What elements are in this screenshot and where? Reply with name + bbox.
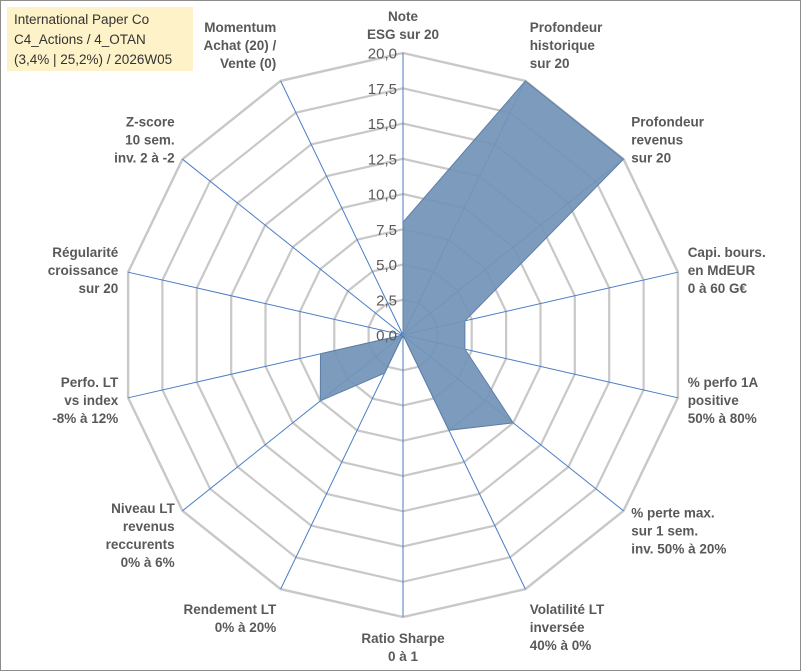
axis-label-line: % perfo 1A <box>688 375 759 390</box>
tick-label: 12,5 <box>368 151 397 168</box>
axis-label-line: positive <box>688 393 740 408</box>
axis-label-line: sur 1 sem. <box>631 524 698 539</box>
axis-label-line: Momentum <box>204 20 276 35</box>
axis-label-line: Ratio Sharpe <box>361 631 445 646</box>
axis-label: Z-score 10 sem. inv. 2 à -2 <box>114 114 175 165</box>
axis-label-line: en MdEUR <box>688 263 756 278</box>
tick-label: 2,5 <box>376 292 397 309</box>
axis-label: Niveau LT revenus reccurents 0% à 6% <box>106 501 176 570</box>
tick-label: 5,0 <box>376 257 397 274</box>
tick-label: 15,0 <box>368 116 397 133</box>
data-point <box>319 353 322 355</box>
data-point <box>464 320 466 322</box>
axis-label: Note ESG sur 20 <box>367 9 439 42</box>
axis-label-line: 10 sem. <box>125 132 175 147</box>
axis-label: % perte max. sur 1 sem. inv. 50% à 20% <box>631 506 726 557</box>
axis-label-line: Vente (0) <box>220 56 276 71</box>
tick-label: 10,0 <box>368 187 397 204</box>
axis-label-line: inv. 2 à -2 <box>114 150 175 165</box>
axis-label: Régularité croissance sur 20 <box>48 245 119 296</box>
axis-label-line: Capi. bours. <box>688 245 766 260</box>
axis-label: Ratio Sharpe 0 à 1 <box>361 631 445 664</box>
data-point <box>383 372 386 374</box>
radar-spoke <box>127 271 404 336</box>
axis-label: % perfo 1A positive 50% à 80% <box>688 375 759 426</box>
axis-label: Rendement LT 0% à 20% <box>184 602 278 635</box>
radar-spoke <box>280 334 404 590</box>
axis-label-line: inversée <box>530 620 585 635</box>
axis-label-line: 0% à 20% <box>215 620 277 635</box>
axis-label-line: Régularité <box>52 245 119 260</box>
axis-label-line: Note <box>388 9 418 24</box>
data-point <box>402 334 404 336</box>
data-point <box>524 80 527 82</box>
data-point <box>512 422 514 424</box>
data-point <box>464 348 466 350</box>
axis-label-line: ESG sur 20 <box>367 27 439 42</box>
axis-label-line: 50% à 80% <box>688 411 757 426</box>
axis-label-line: reccurents <box>106 537 175 552</box>
radar-tick-labels: 0,0 2,5 5,0 7,5 10,0 12,5 15,0 17,5 20,0 <box>368 46 397 345</box>
axis-label-line: croissance <box>48 263 119 278</box>
axis-label: Profondeur historique sur 20 <box>530 20 603 71</box>
data-point <box>448 429 450 432</box>
axis-label-line: 0% à 6% <box>121 555 175 570</box>
radar-series <box>319 80 625 432</box>
axis-label-line: Profondeur <box>530 20 603 35</box>
tick-label: 20,0 <box>368 46 397 63</box>
axis-label: Volatilité LT inversée 40% à 0% <box>530 602 605 653</box>
axis-label-line: 0 à 60 G€ <box>688 281 748 296</box>
axis-label-line: Volatilité LT <box>530 602 605 617</box>
series-area <box>319 80 625 431</box>
axis-label-line: revenus <box>123 519 175 534</box>
data-point <box>319 400 322 402</box>
axis-label-line: Z-score <box>126 114 175 129</box>
axis-label: Capi. bours. en MdEUR 0 à 60 G€ <box>688 245 766 296</box>
axis-label-line: Profondeur <box>631 114 704 129</box>
axis-label-line: sur 20 <box>79 281 119 296</box>
axis-label-line: Perfo. LT <box>61 375 119 390</box>
axis-label-line: 40% à 0% <box>530 638 592 653</box>
radar-axis-labels: Note ESG sur 20 Profondeur historique sur 20… <box>48 9 766 664</box>
axis-label-line: inv. 50% à 20% <box>631 542 726 557</box>
radar-spoke <box>182 158 404 336</box>
data-point <box>622 158 625 160</box>
chart-title-box: International Paper Co C4_Actions / 4_OT… <box>7 7 193 71</box>
title-line-3: (3,4% | 25,2%) / 2026W05 <box>14 52 173 67</box>
axis-label-line: sur 20 <box>530 56 570 71</box>
title-line-1: International Paper Co <box>14 12 150 27</box>
axis-label-line: revenus <box>631 132 683 147</box>
axis-label-line: -8% à 12% <box>52 411 118 426</box>
axis-label-line: Achat (20) / <box>204 38 277 53</box>
axis-label-line: vs index <box>64 393 119 408</box>
radar-spoke <box>280 80 404 336</box>
axis-label: Momentum Achat (20) / Vente (0) <box>204 20 277 71</box>
axis-label-line: % perte max. <box>631 506 714 521</box>
axis-label-line: sur 20 <box>631 150 671 165</box>
tick-label: 17,5 <box>368 81 397 98</box>
title-line-2: C4_Actions / 4_OTAN <box>14 32 146 47</box>
axis-label: Perfo. LT vs index -8% à 12% <box>52 375 119 426</box>
tick-label: 0,0 <box>376 328 397 345</box>
axis-label-line: historique <box>530 38 596 53</box>
data-point <box>402 221 404 223</box>
axis-label-line: Rendement LT <box>184 602 278 617</box>
axis-label: Profondeur revenus sur 20 <box>631 114 704 165</box>
axis-label-line: Niveau LT <box>111 501 175 516</box>
axis-label-line: 0 à 1 <box>388 649 419 664</box>
tick-label: 7,5 <box>376 222 397 239</box>
